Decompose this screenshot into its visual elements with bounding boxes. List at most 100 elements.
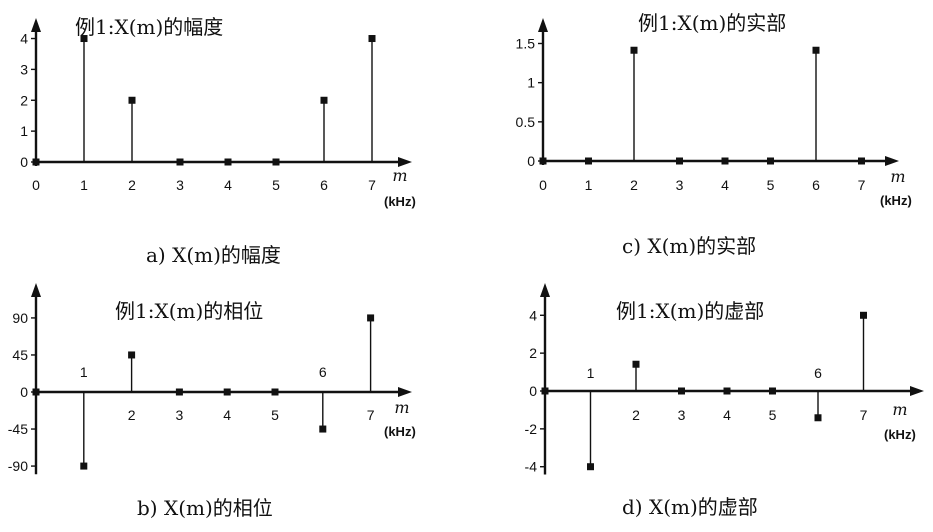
x-axis-unit: (kHz) — [884, 427, 916, 442]
x-axis-arrow — [398, 157, 412, 167]
y-tick-label: 0 — [527, 153, 535, 169]
y-tick-label: 1.5 — [516, 36, 536, 52]
chart-caption: d) X(m)的虚部 — [622, 495, 758, 519]
x-axis-arrow — [910, 386, 924, 396]
data-point — [128, 96, 136, 104]
data-point — [541, 387, 549, 395]
x-axis-unit: (kHz) — [880, 193, 912, 208]
x-tick-label: 7 — [367, 407, 375, 423]
x-tick-label: 0 — [32, 177, 40, 193]
x-tick-label: 4 — [723, 407, 731, 423]
y-tick-label: 3 — [20, 61, 28, 77]
x-tick-label: 5 — [769, 407, 777, 423]
x-tick-label: 1 — [80, 364, 88, 380]
x-tick-label: 3 — [176, 407, 184, 423]
chart-title: 例1:X(m)的实部 — [638, 11, 786, 35]
data-point — [539, 157, 547, 165]
x-tick-label: 7 — [858, 177, 866, 193]
data-point — [176, 158, 184, 166]
data-point — [587, 463, 594, 471]
data-point — [32, 158, 40, 166]
x-tick-label: 6 — [319, 364, 327, 380]
data-point — [224, 158, 232, 166]
y-tick-label: 2 — [20, 92, 28, 108]
x-axis-label: m — [392, 166, 407, 185]
data-point — [80, 462, 88, 470]
data-point — [721, 157, 729, 165]
panel-4: 例1:X(m)的虚部 d) X(m)的虚部 -4 -2 0 2 4 1 2 3 4 5 6 7 m (kHz) — [525, 283, 924, 519]
x-axis-label: m — [890, 167, 905, 186]
x-tick-label: 5 — [271, 407, 279, 423]
data-point — [723, 387, 731, 395]
chart-caption: c) X(m)的实部 — [622, 234, 756, 258]
data-point — [860, 311, 867, 319]
x-tick-label: 6 — [320, 177, 328, 193]
x-tick-label: 2 — [632, 407, 640, 423]
y-tick-label: -90 — [8, 458, 28, 474]
y-axis-arrow — [31, 18, 41, 32]
x-tick-label: 4 — [721, 177, 729, 193]
data-point — [80, 35, 88, 43]
x-tick-label: 7 — [368, 177, 376, 193]
y-tick-label: 2 — [529, 345, 537, 361]
x-tick-label: 2 — [128, 407, 136, 423]
x-tick-label: 5 — [272, 177, 280, 193]
x-tick-label: 5 — [767, 177, 775, 193]
x-tick-label: 3 — [176, 177, 184, 193]
x-axis-unit: (kHz) — [384, 424, 416, 439]
data-point — [367, 314, 375, 322]
data-point — [676, 157, 683, 165]
x-tick-label: 3 — [678, 407, 686, 423]
y-tick-label: 1 — [527, 75, 535, 91]
chart-caption: b) X(m)的相位 — [137, 496, 273, 520]
x-tick-label: 6 — [812, 177, 820, 193]
chart-title: 例1:X(m)的相位 — [115, 299, 263, 323]
data-point — [767, 157, 774, 165]
x-tick-label: 3 — [676, 177, 684, 193]
data-point — [272, 158, 280, 166]
data-point — [320, 96, 328, 104]
data-point — [630, 46, 638, 54]
y-axis-arrow — [31, 283, 41, 297]
chart-title: 例1:X(m)的幅度 — [75, 15, 223, 39]
y-axis-arrow — [538, 18, 548, 32]
y-tick-label: 0 — [20, 154, 28, 170]
data-point — [368, 35, 376, 43]
x-axis-arrow — [885, 156, 899, 166]
y-axis-arrow — [540, 283, 550, 297]
y-tick-label: -45 — [8, 421, 28, 437]
x-tick-label: 1 — [80, 177, 88, 193]
x-axis-label: m — [892, 400, 907, 419]
x-tick-label: 7 — [860, 407, 868, 423]
x-tick-label: 4 — [224, 177, 232, 193]
chart-caption: a) X(m)的幅度 — [146, 243, 281, 267]
y-tick-label: -4 — [525, 459, 538, 475]
y-tick-label: 4 — [529, 307, 537, 323]
data-point — [271, 388, 279, 396]
x-tick-label: 2 — [630, 177, 638, 193]
data-point — [632, 360, 640, 368]
y-tick-label: 0 — [529, 383, 537, 399]
x-tick-label: 1 — [587, 365, 595, 381]
x-tick-label: 1 — [585, 177, 593, 193]
data-point — [128, 351, 136, 359]
y-tick-label: 4 — [20, 31, 28, 47]
y-tick-label: 0.5 — [516, 114, 536, 130]
x-axis-arrow — [398, 387, 412, 397]
x-tick-label: 0 — [539, 177, 547, 193]
data-point — [769, 387, 776, 395]
panel-2: 例1:X(m)的实部 c) X(m)的实部 0 0.5 1 1.5 0 1 2 3 4 5 6 7 m (kH… — [516, 11, 912, 258]
data-point — [858, 157, 865, 165]
chart-title: 例1:X(m)的虚部 — [616, 299, 764, 323]
data-point — [585, 157, 592, 165]
data-point — [32, 388, 40, 396]
panel-1: 例1:X(m)的幅度 a) X(m)的幅度 0 1 2 3 4 0 1 2 3 4 5 6 7 m (kHz) — [20, 15, 416, 267]
data-point — [814, 414, 822, 422]
y-tick-label: 1 — [20, 123, 28, 139]
y-tick-label: -2 — [525, 421, 538, 437]
data-point — [319, 425, 327, 433]
x-tick-label: 2 — [128, 177, 136, 193]
x-axis-unit: (kHz) — [384, 194, 416, 209]
